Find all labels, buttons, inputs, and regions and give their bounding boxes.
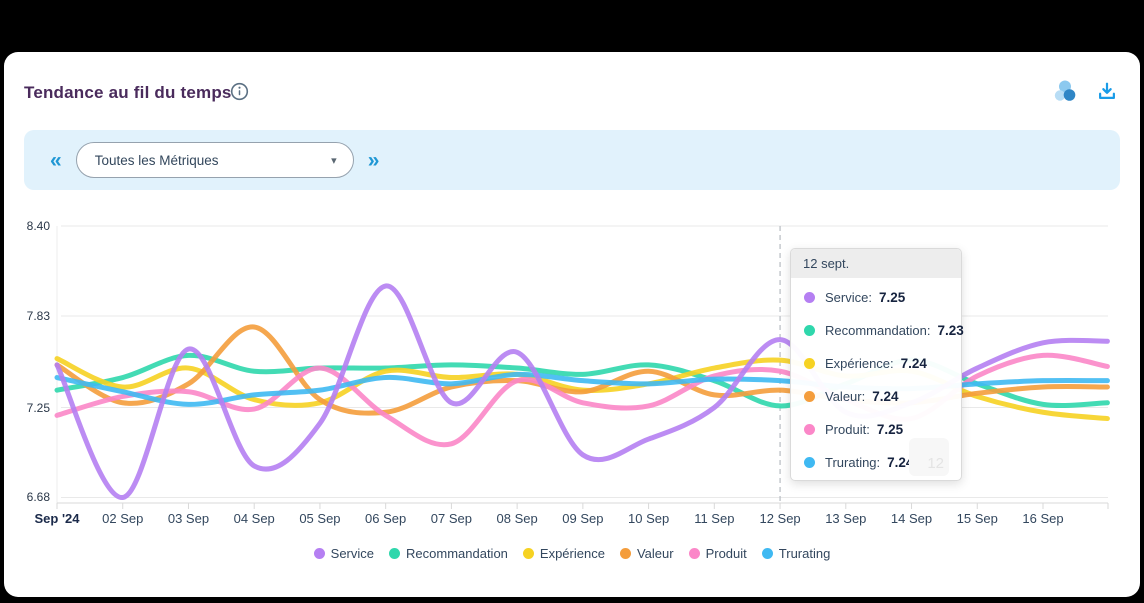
legend-label: Valeur xyxy=(636,546,674,561)
legend-swatch xyxy=(389,548,401,559)
tooltip-swatch xyxy=(804,457,815,468)
y-axis-label: 6.68 xyxy=(26,490,50,505)
x-axis-label: 03 Sep xyxy=(167,511,210,526)
chart-tooltip: 12 sept. Service: 7.25 Recommandation: 7.23… xyxy=(790,248,964,481)
color-bubbles-icon[interactable] xyxy=(1052,78,1078,104)
next-metric-button[interactable]: » xyxy=(367,148,380,172)
x-axis-label: 11 Sep xyxy=(694,511,735,526)
tooltip-series-label: Expérience: xyxy=(825,356,894,371)
x-axis-label: 06 Sep xyxy=(365,511,407,526)
tooltip-swatch xyxy=(804,325,815,336)
tooltip-series-label: Valeur: xyxy=(825,389,866,404)
x-axis-label: 08 Sep xyxy=(496,511,538,526)
legend-swatch xyxy=(522,548,534,559)
tooltip-series-label: Recommandation: xyxy=(825,323,931,338)
download-icon[interactable] xyxy=(1096,80,1118,102)
tooltip-row: Expérience: 7.24 xyxy=(791,347,961,380)
x-axis-label: 14 Sep xyxy=(890,511,933,526)
chevron-down-icon: ▾ xyxy=(331,154,337,167)
legend-item-trurating[interactable]: Trurating xyxy=(761,546,831,561)
header-actions xyxy=(1052,78,1118,104)
metric-filter-bar: « Toutes les Métriques ▾ » xyxy=(24,130,1120,190)
legend-swatch xyxy=(313,548,325,559)
legend-swatch xyxy=(688,548,700,559)
x-axis-label: 10 Sep xyxy=(627,511,670,526)
x-axis-label: 09 Sep xyxy=(562,511,604,526)
x-axis-label: 16 Sep xyxy=(1022,511,1064,526)
x-axis-label: 15 Sep xyxy=(956,511,998,526)
tooltip-series-value: 7.24 xyxy=(900,356,927,371)
y-axis-label: 8.40 xyxy=(26,219,50,233)
tooltip-row: Service: 7.25 xyxy=(791,281,961,314)
x-axis-label: 04 Sep xyxy=(233,511,275,526)
trend-chart-card: Tendance au fil du temps « Toutes les Mé… xyxy=(4,52,1140,597)
x-axis-label: 05 Sep xyxy=(299,511,341,526)
x-axis-label: 07 Sep xyxy=(430,511,472,526)
tooltip-swatch xyxy=(804,424,815,435)
tooltip-swatch xyxy=(804,292,815,303)
legend-item-service[interactable]: Service xyxy=(313,546,375,561)
x-axis-label: 12 Sep xyxy=(759,511,801,526)
x-axis-label: Sep '24 xyxy=(34,511,80,526)
legend-label: Service xyxy=(330,546,375,561)
legend-item-expérience[interactable]: Expérience xyxy=(522,546,605,561)
tooltip-series-label: Service: xyxy=(825,290,872,305)
tooltip-series-value: 7.25 xyxy=(878,290,906,305)
legend-item-valeur[interactable]: Valeur xyxy=(619,546,674,561)
tooltip-series-value: 7.24 xyxy=(872,389,899,404)
tooltip-series-label: Trurating: xyxy=(825,455,881,470)
metric-select[interactable]: Toutes les Métriques ▾ xyxy=(75,142,354,178)
tooltip-watermark: 12 xyxy=(909,438,949,476)
legend-swatch xyxy=(761,548,773,559)
y-axis-label: 7.83 xyxy=(26,308,50,323)
legend-label: Recommandation xyxy=(406,546,508,561)
legend-item-produit[interactable]: Produit xyxy=(688,546,747,561)
legend-swatch xyxy=(619,548,631,559)
x-axis-label: 02 Sep xyxy=(102,511,144,526)
prev-metric-button[interactable]: « xyxy=(50,148,62,172)
tooltip-series-value: 7.23 xyxy=(937,323,964,338)
legend-label: Trurating xyxy=(778,546,831,561)
y-axis-label: 7.25 xyxy=(26,400,50,415)
tooltip-series-value: 7.25 xyxy=(876,422,904,437)
info-icon[interactable] xyxy=(230,82,249,106)
tooltip-swatch xyxy=(804,358,815,369)
tooltip-row: Valeur: 7.24 xyxy=(791,380,961,413)
tooltip-row: Recommandation: 7.23 xyxy=(791,314,964,347)
chart-legend: Service Recommandation Expérience Valeur Pro… xyxy=(4,546,1140,561)
legend-item-recommandation[interactable]: Recommandation xyxy=(389,546,508,561)
tooltip-series-label: Produit: xyxy=(825,422,870,437)
legend-label: Expérience xyxy=(539,546,605,561)
tooltip-swatch xyxy=(804,391,815,402)
page-title: Tendance au fil du temps xyxy=(24,83,232,102)
tooltip-date: 12 sept. xyxy=(791,249,961,278)
metric-select-value: Toutes les Métriques xyxy=(94,152,219,168)
x-axis-label: 13 Sep xyxy=(825,511,867,526)
legend-label: Produit xyxy=(705,546,747,561)
